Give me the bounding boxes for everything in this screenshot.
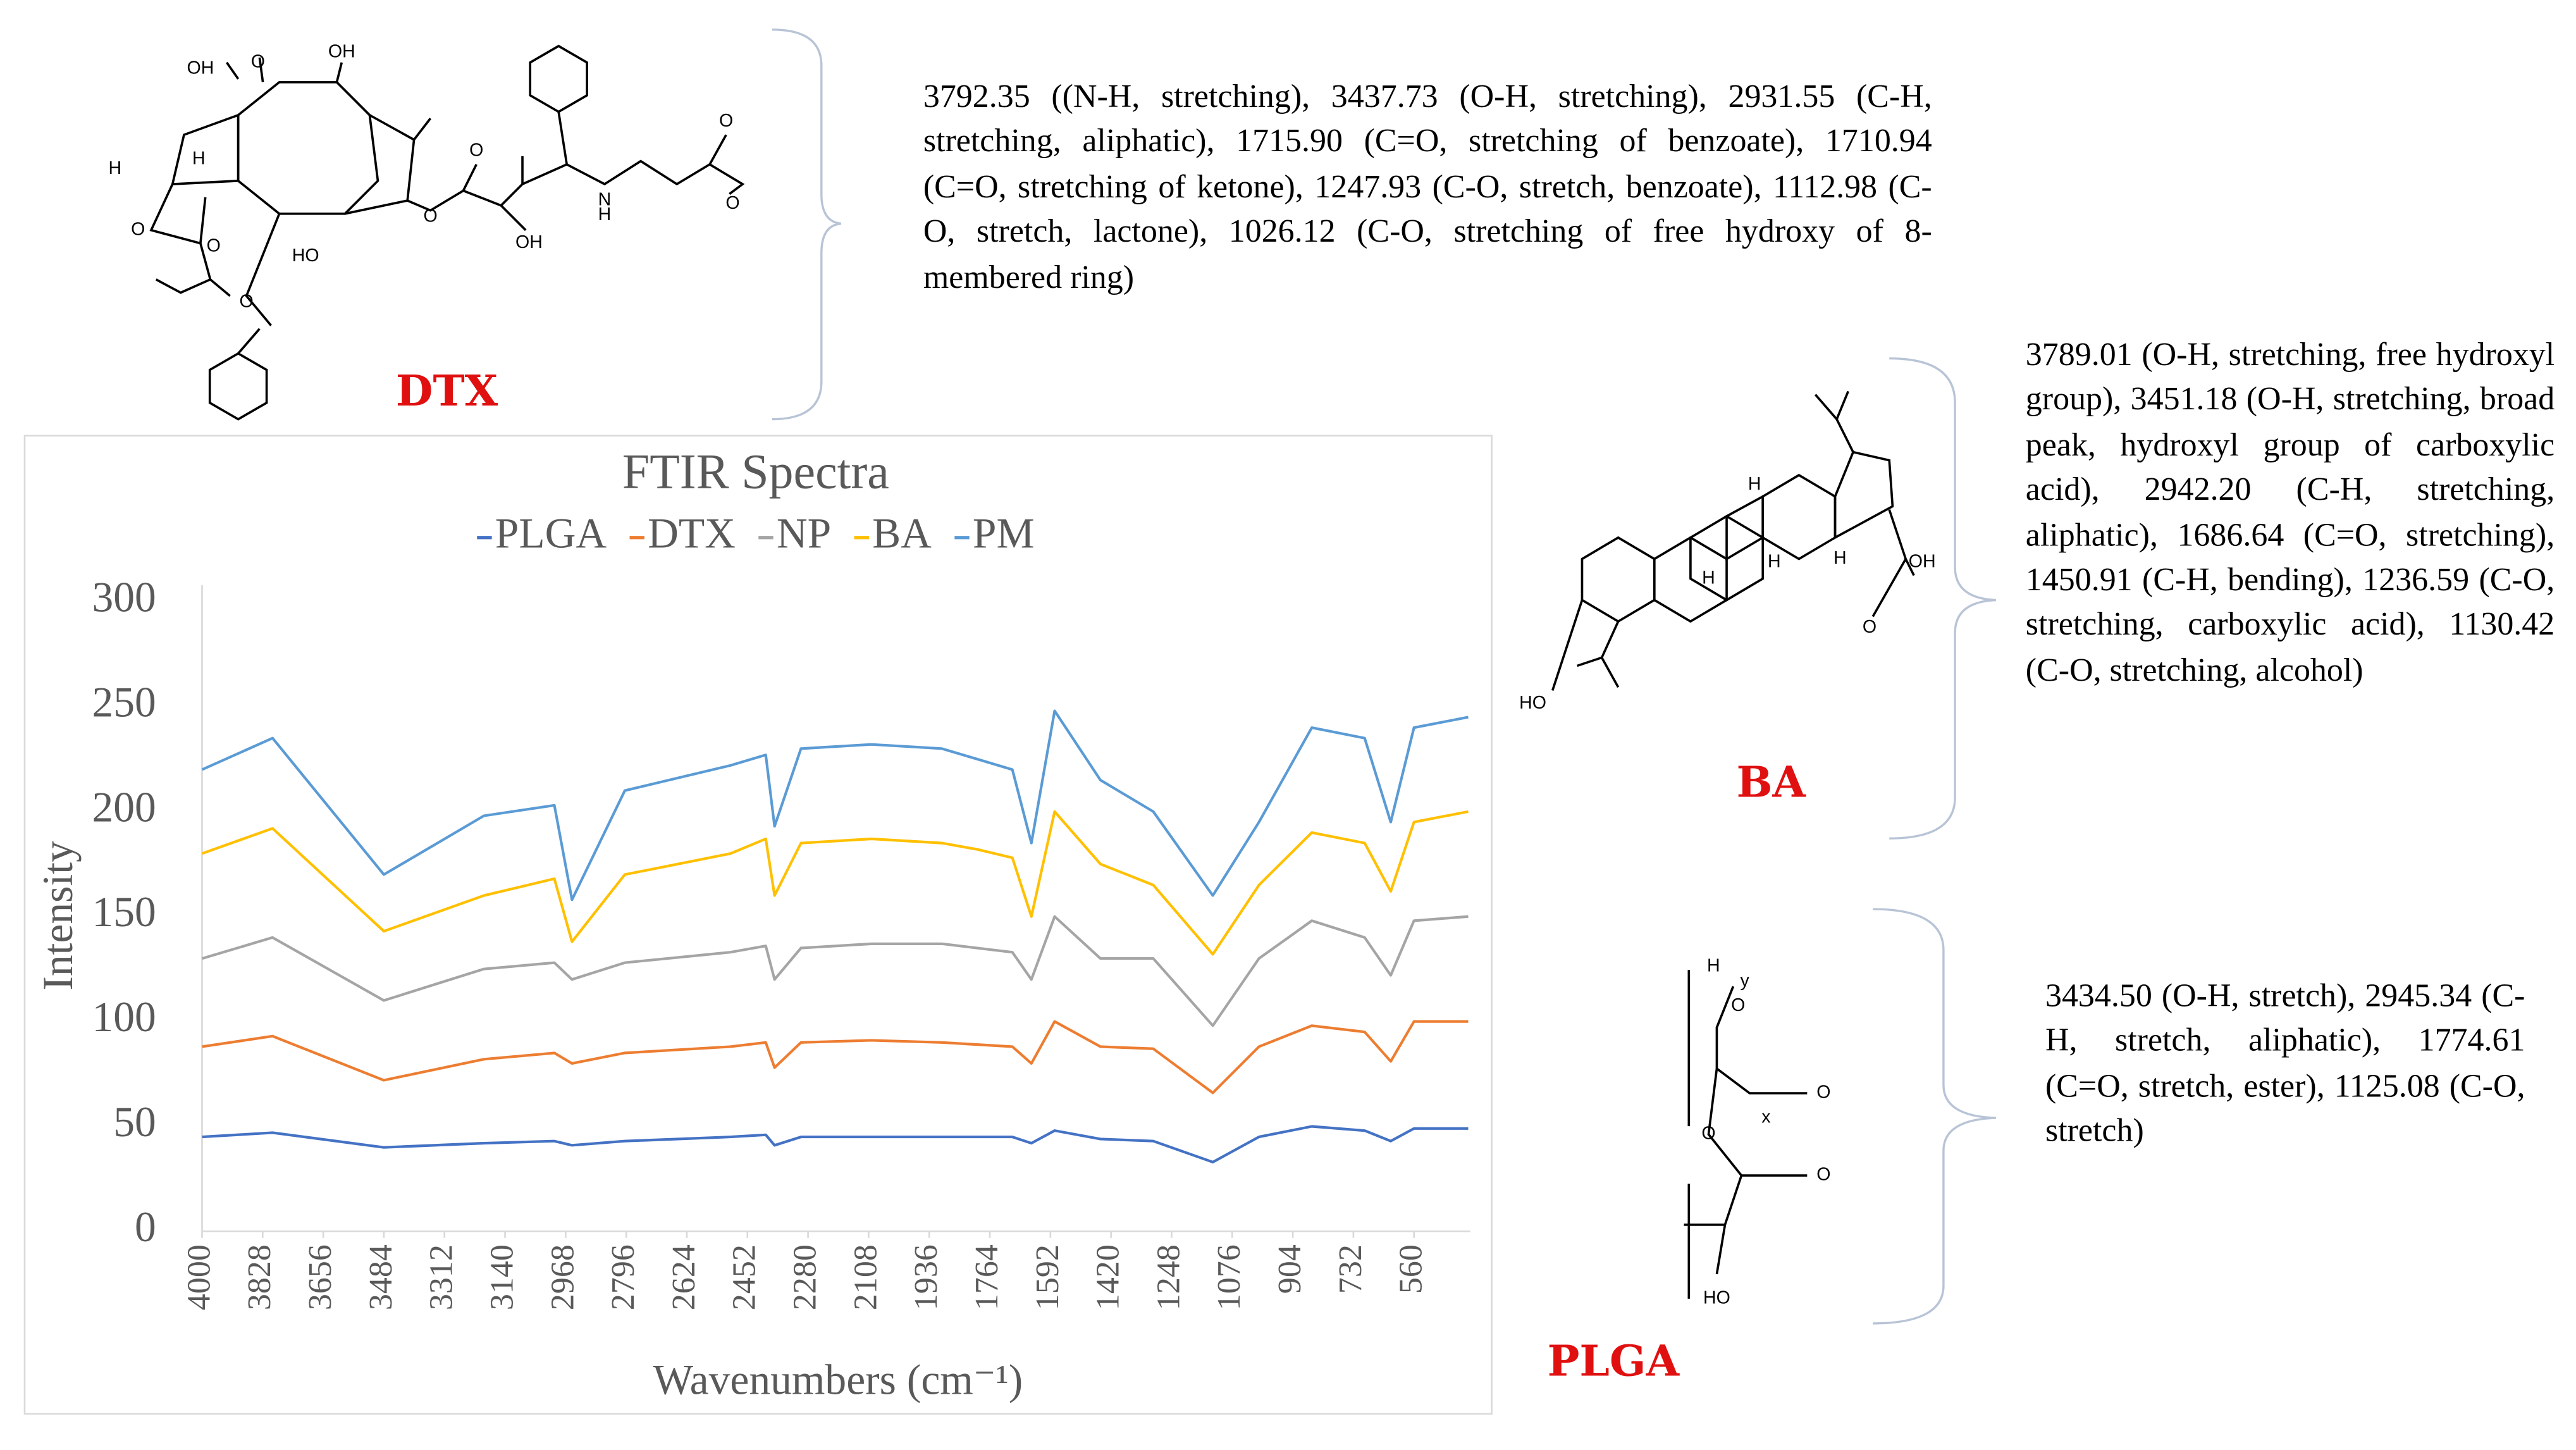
- legend: PLGA DTX NP BA PM: [477, 509, 1035, 557]
- atom-label: OH: [187, 58, 214, 78]
- atom-label: H: [1702, 567, 1715, 588]
- atom-label: y: [1740, 970, 1749, 991]
- x-axis-label: Wavenumbers (cm⁻¹): [653, 1356, 1023, 1404]
- atom-label: O: [251, 51, 265, 71]
- atom-label: O: [1816, 1165, 1830, 1185]
- atom-label: O: [131, 219, 145, 239]
- peak-description: 3789.01 (O-H, stretching, free hydroxyl …: [2025, 337, 2555, 689]
- atom-label: x: [1761, 1107, 1770, 1127]
- data-line: [201, 915, 1469, 1027]
- atom-label: O: [469, 140, 483, 161]
- x-tick-label: 3656: [302, 1244, 338, 1310]
- peak-description: 3792.35 ((N-H, stretching), 3437.73 (O-H…: [923, 78, 1932, 295]
- atom-label: H: [1768, 551, 1781, 571]
- atom-label: H: [192, 149, 206, 169]
- atom-label: H: [109, 158, 122, 178]
- x-tick-label: 4000: [181, 1244, 217, 1310]
- legend-label: NP: [777, 509, 831, 557]
- data-line: [202, 1125, 1469, 1163]
- y-tick-label: 300: [92, 574, 156, 621]
- atom-label: OH: [328, 42, 355, 62]
- y-axis-label: Intensity: [34, 841, 82, 991]
- data-line: [201, 810, 1469, 956]
- x-tick-label: 1076: [1211, 1244, 1247, 1310]
- atom-label: O: [240, 292, 254, 312]
- legend-label: DTX: [648, 509, 736, 557]
- atom-label: N: [598, 190, 612, 210]
- structure-label: BA: [1736, 757, 1806, 807]
- x-tick-label: 2280: [787, 1244, 823, 1310]
- peak-description: 3434.50 (O-H, stretch), 2945.34 (C-H, st…: [2045, 978, 2525, 1150]
- atom-label: O: [1816, 1082, 1830, 1103]
- atom-label: O: [423, 206, 437, 226]
- x-tick-label: 560: [1393, 1244, 1429, 1294]
- x-tick-label: 2452: [727, 1244, 763, 1310]
- chart-title: FTIR Spectra: [622, 444, 889, 499]
- x-tick-label: 1764: [969, 1244, 1005, 1310]
- y-tick-label: 200: [92, 783, 156, 831]
- atom-label: H: [1707, 956, 1720, 976]
- x-tick-label: 1592: [1030, 1244, 1066, 1310]
- y-tick-label: 150: [92, 888, 156, 936]
- x-tick-label: 3140: [484, 1244, 520, 1310]
- atom-label: OH: [1909, 551, 1936, 571]
- atom-label: H: [1748, 474, 1761, 494]
- atom-label: O: [207, 235, 221, 256]
- x-tick-label: 1936: [908, 1244, 944, 1310]
- atom-label: O: [1731, 995, 1745, 1015]
- atom-label: O: [1701, 1124, 1715, 1144]
- chart-frame: [23, 435, 1493, 1415]
- data-line: [201, 709, 1469, 902]
- atom-label: OH: [515, 232, 543, 252]
- y-tick-label: 0: [135, 1203, 156, 1251]
- atom-label: O: [725, 193, 739, 213]
- y-tick-label: 250: [92, 678, 156, 726]
- x-tick-label: 2108: [847, 1244, 884, 1310]
- x-tick-label: 1420: [1090, 1244, 1126, 1310]
- x-tick-label: 732: [1333, 1244, 1369, 1294]
- x-tick-label: 3312: [424, 1244, 460, 1310]
- ba-text-box: 3789.01 (O-H, stretching, free hydroxyl …: [2025, 337, 2555, 689]
- atom-label: O: [719, 111, 733, 131]
- legend-label: BA: [872, 509, 932, 557]
- x-tick-label: 2624: [666, 1244, 702, 1310]
- x-tick-label: 2796: [605, 1244, 641, 1310]
- x-tick-label: 2968: [545, 1244, 581, 1310]
- atom-label: HO: [292, 245, 319, 266]
- atom-label: H: [598, 204, 612, 225]
- structure-label: PLGA: [1548, 1335, 1680, 1385]
- legend-label: PM: [973, 509, 1035, 557]
- dtx-text-box: 3792.35 ((N-H, stretching), 3437.73 (O-H…: [923, 78, 1932, 295]
- ba-brace: [1889, 357, 1997, 840]
- atom-label: O: [1863, 617, 1877, 637]
- dtx-structure: [149, 44, 745, 421]
- x-tick-label: 1248: [1150, 1244, 1186, 1310]
- x-tick-label: 3828: [242, 1244, 278, 1310]
- plga-brace: [1873, 908, 1997, 1325]
- y-tick-label: 100: [92, 993, 156, 1041]
- plga-text-box: 3434.50 (O-H, stretch), 2945.34 (C-H, st…: [2045, 978, 2525, 1150]
- data-line: [202, 1020, 1469, 1094]
- atom-label: HO: [1519, 693, 1546, 713]
- legend-label: PLGA: [495, 509, 607, 557]
- dtx-brace: [772, 28, 842, 421]
- atom-label: H: [1833, 548, 1847, 568]
- atom-label: HO: [1703, 1287, 1730, 1308]
- x-tick-label: 904: [1272, 1244, 1308, 1294]
- ba-structure: [1551, 390, 1915, 691]
- structure-label: DTX: [396, 366, 498, 416]
- x-tick-label: 3484: [363, 1244, 399, 1310]
- plga-structure: [1684, 970, 1808, 1299]
- y-tick-label: 50: [113, 1098, 156, 1146]
